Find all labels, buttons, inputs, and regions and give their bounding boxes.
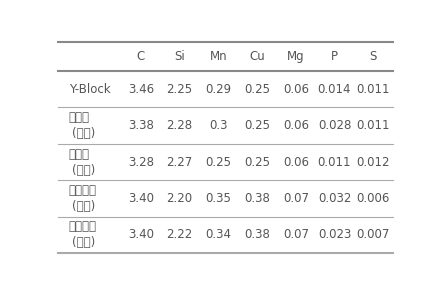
Text: 0.06: 0.06 (283, 119, 309, 132)
Text: 기존제품: 기존제품 (69, 184, 97, 197)
Text: 3.28: 3.28 (128, 156, 154, 168)
Text: 0.3: 0.3 (209, 119, 227, 132)
Text: 2.25: 2.25 (166, 83, 193, 96)
Text: 기존제품: 기존제품 (69, 220, 97, 233)
Text: 0.011: 0.011 (356, 83, 390, 96)
Text: 0.34: 0.34 (205, 228, 231, 241)
Text: 2.27: 2.27 (166, 156, 193, 168)
Text: (대형): (대형) (72, 200, 95, 213)
Text: (소형): (소형) (72, 164, 95, 177)
Text: C: C (137, 50, 145, 63)
Text: 0.007: 0.007 (356, 228, 390, 241)
Text: 0.028: 0.028 (318, 119, 351, 132)
Text: 시제품: 시제품 (69, 147, 90, 161)
Text: Y-Block: Y-Block (69, 83, 110, 96)
Text: 3.38: 3.38 (128, 119, 154, 132)
Text: 시제품: 시제품 (69, 111, 90, 124)
Text: Si: Si (174, 50, 185, 63)
Text: 3.40: 3.40 (128, 228, 154, 241)
Text: 0.006: 0.006 (356, 192, 390, 205)
Text: 0.012: 0.012 (356, 156, 390, 168)
Text: P: P (331, 50, 338, 63)
Text: 0.38: 0.38 (244, 192, 270, 205)
Text: Mn: Mn (209, 50, 227, 63)
Text: 3.40: 3.40 (128, 192, 154, 205)
Text: S: S (370, 50, 377, 63)
Text: 0.25: 0.25 (244, 83, 270, 96)
Text: (소형): (소형) (72, 237, 95, 249)
Text: 2.20: 2.20 (166, 192, 193, 205)
Text: 3.46: 3.46 (128, 83, 154, 96)
Text: 0.06: 0.06 (283, 156, 309, 168)
Text: 2.28: 2.28 (166, 119, 193, 132)
Text: 0.29: 0.29 (205, 83, 231, 96)
Text: (대형): (대형) (72, 127, 95, 140)
Text: Cu: Cu (249, 50, 265, 63)
Text: 0.25: 0.25 (244, 119, 270, 132)
Text: 0.25: 0.25 (205, 156, 231, 168)
Text: 0.032: 0.032 (318, 192, 351, 205)
Text: 2.22: 2.22 (166, 228, 193, 241)
Text: Mg: Mg (287, 50, 304, 63)
Text: 0.35: 0.35 (205, 192, 231, 205)
Text: 0.06: 0.06 (283, 83, 309, 96)
Text: 0.25: 0.25 (244, 156, 270, 168)
Text: 0.38: 0.38 (244, 228, 270, 241)
Text: 0.07: 0.07 (283, 192, 309, 205)
Text: 0.014: 0.014 (318, 83, 351, 96)
Text: 0.011: 0.011 (318, 156, 351, 168)
Text: 0.023: 0.023 (318, 228, 351, 241)
Text: 0.07: 0.07 (283, 228, 309, 241)
Text: 0.011: 0.011 (356, 119, 390, 132)
